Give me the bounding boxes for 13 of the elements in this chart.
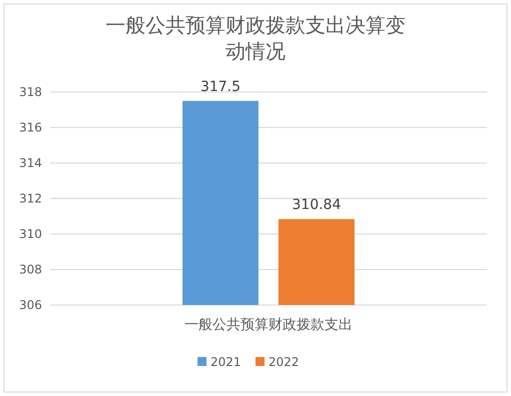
y-tick-label: 318 (19, 85, 42, 99)
chart-title: 一般公共预算财政拨款支出决算变动情况 (106, 13, 406, 63)
x-tick-label: 一般公共预算财政拨款支出 (184, 317, 352, 333)
y-tick-label: 314 (19, 156, 42, 170)
y-tick-label: 310 (19, 227, 42, 241)
y-tick-label: 312 (19, 192, 42, 206)
legend-label: 2021 (210, 355, 242, 369)
data-label: 310.84 (292, 197, 342, 214)
y-tick-label: 306 (19, 298, 42, 312)
data-label: 317.5 (200, 78, 241, 95)
y-tick-label: 308 (19, 262, 42, 276)
legend-label: 2022 (268, 355, 300, 369)
y-tick-label: 316 (19, 120, 42, 134)
